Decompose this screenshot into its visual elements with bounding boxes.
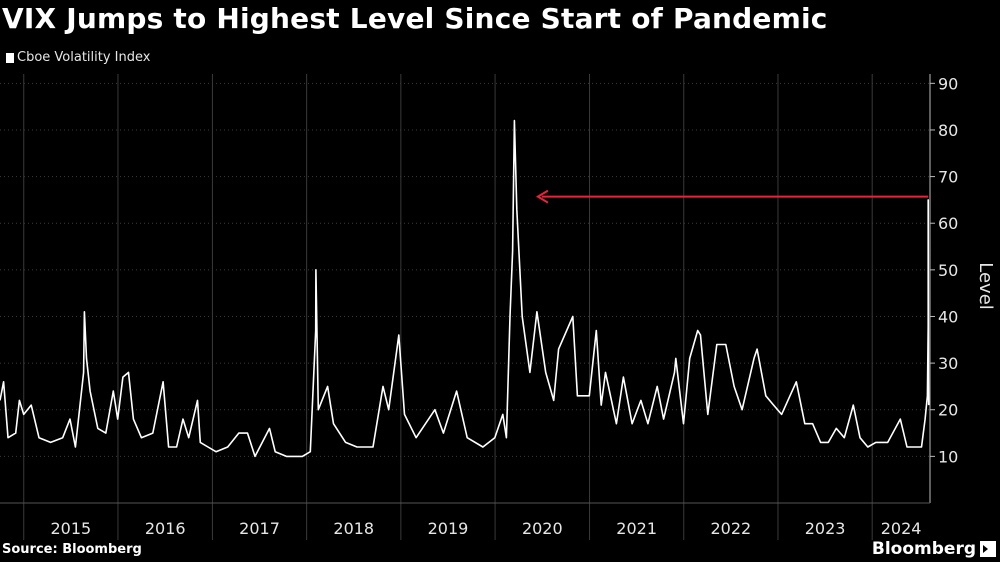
y-tick-label-70: 70 (938, 168, 958, 187)
x-tick-label-2017: 2017 (239, 519, 280, 538)
y-tick-label-40: 40 (938, 307, 958, 326)
page-title: VIX Jumps to Highest Level Since Start o… (2, 2, 828, 35)
y-tick-label-80: 80 (938, 121, 958, 140)
brand-name: Bloomberg (871, 539, 976, 559)
x-tick-label-2018: 2018 (333, 519, 374, 538)
y-tick-label-10: 10 (938, 447, 958, 466)
legend-label: Cboe Volatility Index (17, 50, 151, 65)
y-tick-label-90: 90 (938, 74, 958, 93)
y-tick-label-20: 20 (938, 401, 958, 420)
x-tick-label-2016: 2016 (145, 519, 186, 538)
x-tick-label-2024: 2024 (881, 519, 922, 538)
x-tick-label-2015: 2015 (50, 519, 91, 538)
x-tick-label-2020: 2020 (522, 519, 563, 538)
source-note: Source: Bloomberg (2, 542, 142, 557)
bloomberg-logo-icon (980, 541, 996, 557)
x-tick-label-2019: 2019 (428, 519, 469, 538)
x-tick-label-2021: 2021 (616, 519, 657, 538)
x-tick-label-2023: 2023 (805, 519, 846, 538)
brand-logo: Bloomberg (872, 539, 996, 559)
y-tick-label-50: 50 (938, 261, 958, 280)
legend: Cboe Volatility Index (6, 50, 150, 65)
annotation-arrow-head (535, 189, 549, 204)
series-line-0 (0, 119, 930, 458)
y-tick-label-30: 30 (938, 354, 958, 373)
legend-swatch (6, 52, 14, 63)
y-axis-title: Level (975, 262, 996, 310)
y-tick-label-60: 60 (938, 214, 958, 233)
x-tick-label-2022: 2022 (711, 519, 752, 538)
